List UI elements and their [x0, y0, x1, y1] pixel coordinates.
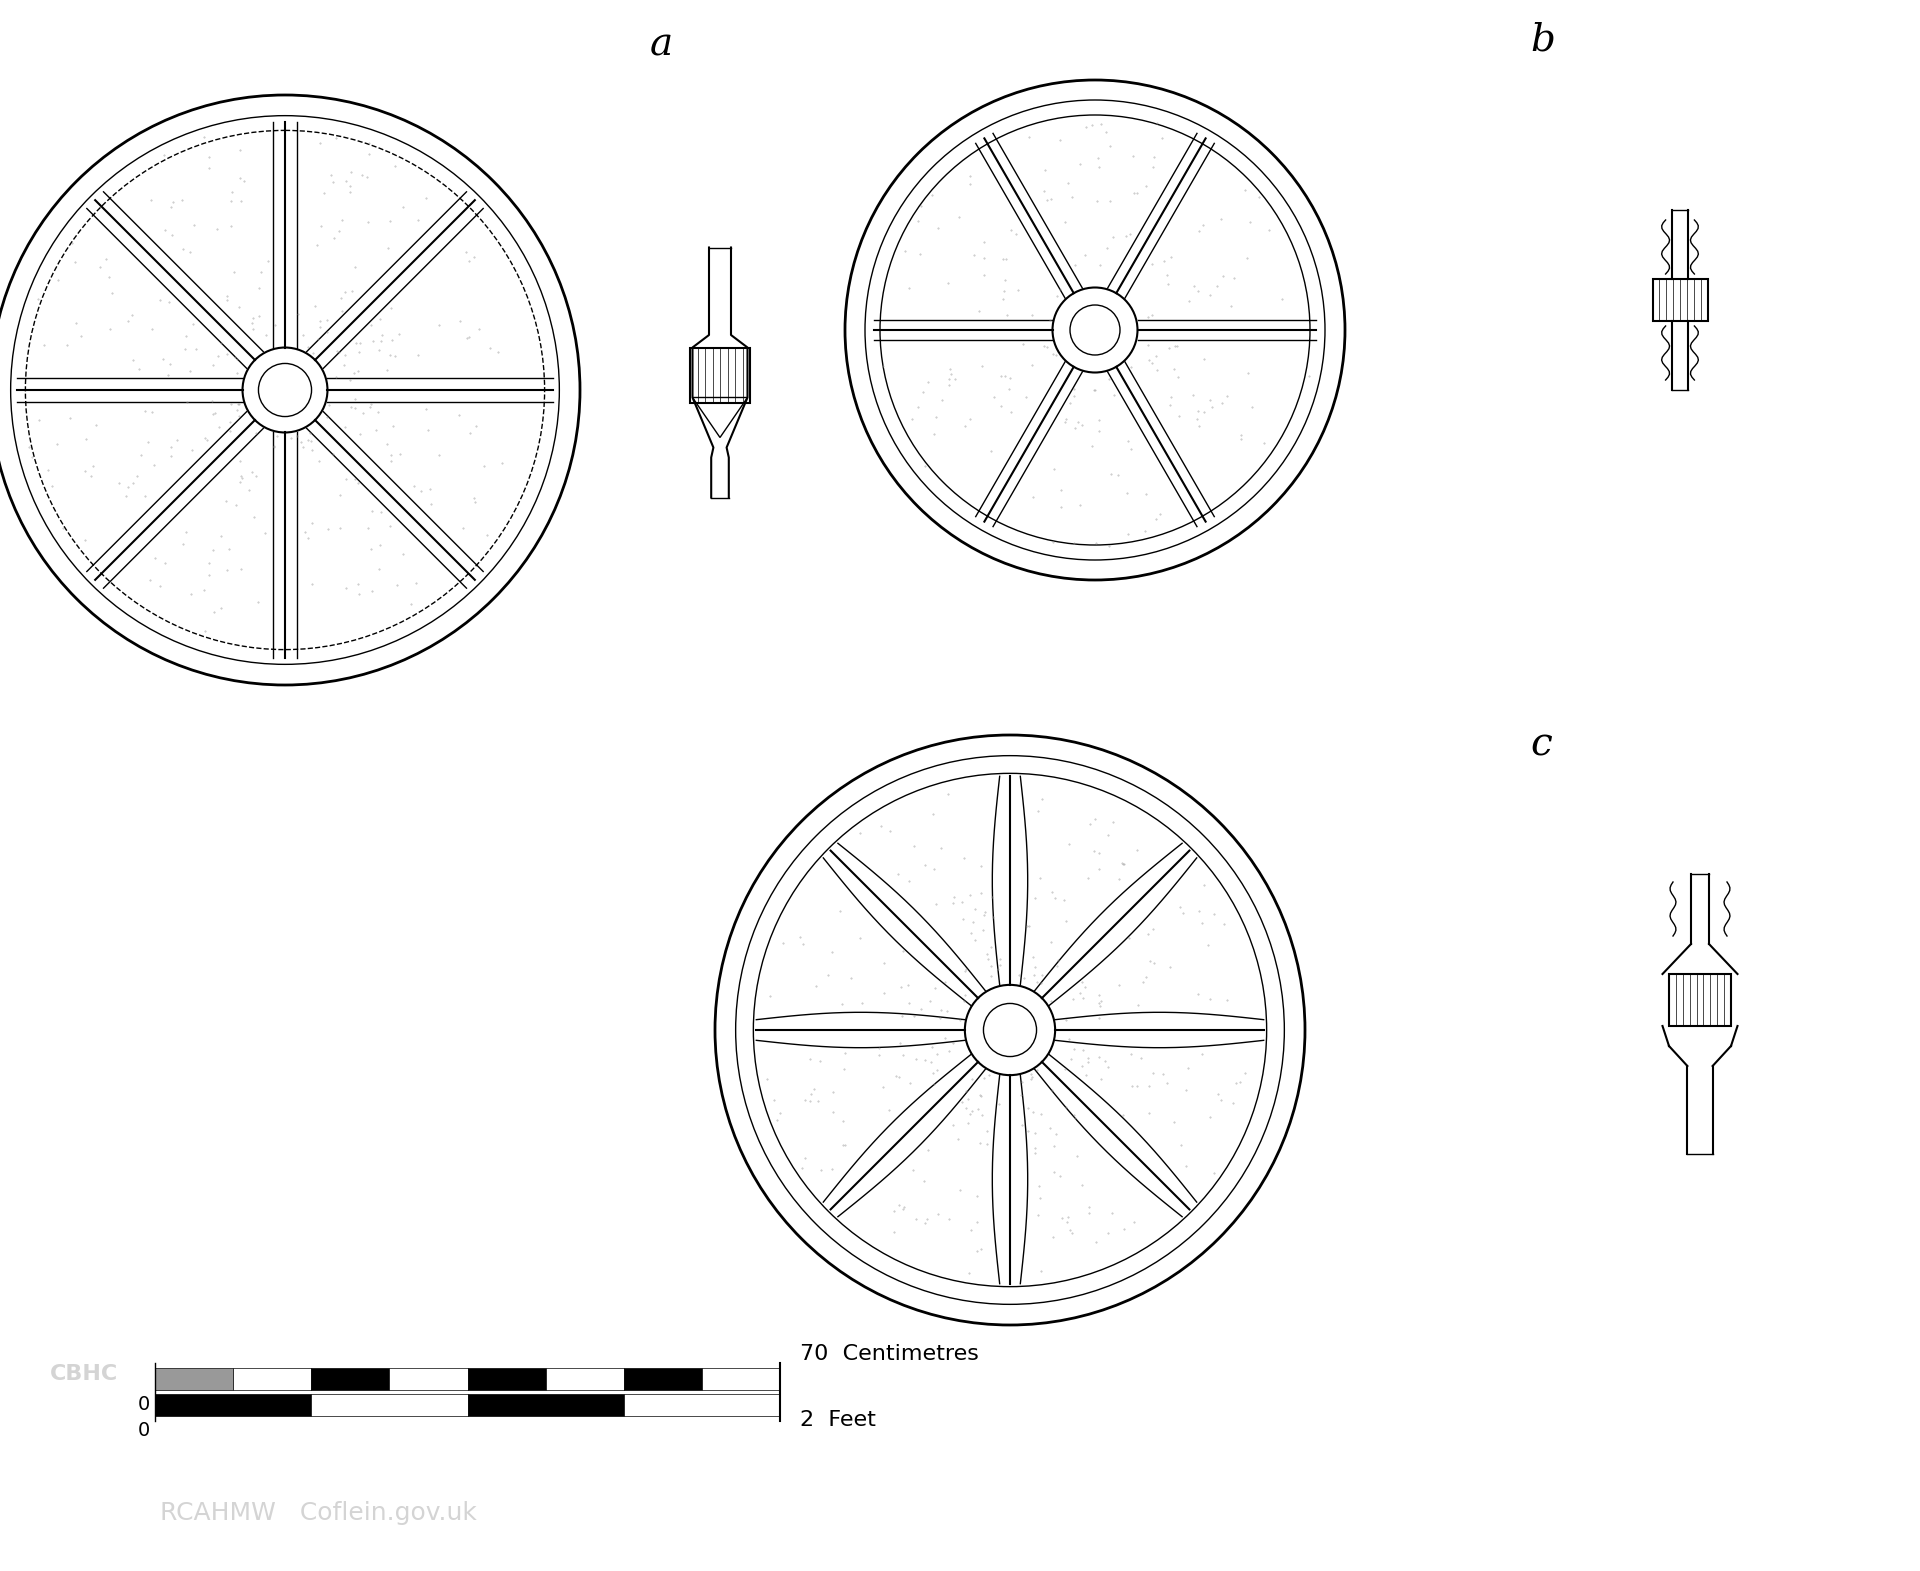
Bar — [311, 1368, 390, 1390]
Bar — [467, 1368, 545, 1390]
Bar — [1653, 280, 1707, 320]
Text: 0: 0 — [138, 1395, 150, 1414]
Bar — [156, 1393, 311, 1415]
Bar — [390, 1368, 467, 1390]
Text: c: c — [1530, 726, 1551, 764]
Bar — [689, 347, 751, 402]
Text: RCAHMW   Coflein.gov.uk: RCAHMW Coflein.gov.uk — [159, 1500, 476, 1525]
Bar — [624, 1393, 780, 1415]
Bar — [467, 1393, 624, 1415]
Bar — [703, 1368, 780, 1390]
Bar — [624, 1368, 703, 1390]
Bar — [156, 1368, 232, 1390]
Bar — [1668, 974, 1732, 1026]
Text: CBHC: CBHC — [50, 1364, 119, 1384]
Text: a: a — [651, 27, 674, 63]
Bar — [545, 1368, 624, 1390]
Text: b: b — [1530, 20, 1555, 58]
Bar — [232, 1368, 311, 1390]
Text: 70  Centimetres: 70 Centimetres — [801, 1345, 979, 1364]
Text: 0: 0 — [138, 1422, 150, 1441]
Bar — [311, 1393, 467, 1415]
Text: 2  Feet: 2 Feet — [801, 1411, 876, 1430]
